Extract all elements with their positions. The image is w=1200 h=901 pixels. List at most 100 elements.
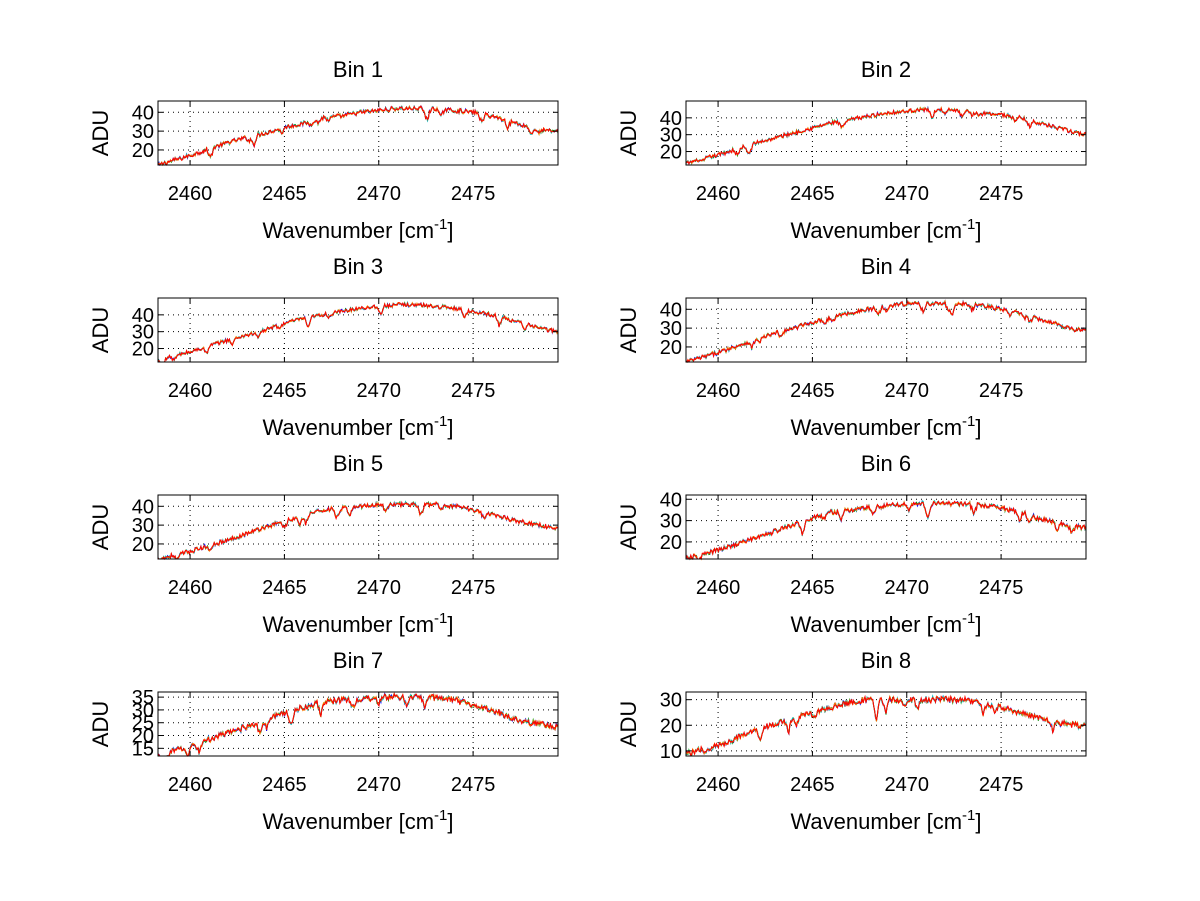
y-axis-label: ADU [616, 110, 641, 156]
y-tick-label: 30 [132, 121, 154, 143]
y-tick-label: 20 [660, 532, 682, 554]
x-tick-label: 2460 [696, 577, 741, 599]
series-line-5 [157, 301, 559, 363]
x-tick-label: 2465 [262, 577, 307, 599]
series-line-4 [685, 500, 1087, 561]
y-tick-label: 40 [660, 108, 682, 130]
y-tick-label: 40 [132, 102, 154, 124]
x-tick-label: 2475 [979, 183, 1024, 205]
x-tick-label: 2470 [357, 774, 402, 796]
y-tick-label: 40 [660, 489, 682, 511]
series-line-4 [685, 105, 1087, 165]
series-line-5 [157, 500, 559, 561]
x-tick-label: 2470 [885, 577, 930, 599]
x-tick-label: 2465 [790, 577, 835, 599]
y-tick-label: 40 [660, 299, 682, 321]
subplot-title: Bin 2 [861, 57, 911, 82]
x-axis-label: Wavenumber [cm-1] [790, 807, 981, 834]
x-tick-label: 2470 [885, 774, 930, 796]
series-line-2 [157, 301, 559, 363]
y-tick-label: 10 [660, 741, 682, 763]
y-axis-label: ADU [88, 307, 113, 353]
series-line-1 [685, 105, 1087, 165]
y-tick-label: 30 [132, 515, 154, 537]
y-tick-label: 20 [132, 726, 154, 748]
y-tick-label: 30 [660, 690, 682, 712]
axes-frame [685, 494, 1087, 560]
x-tick-label: 2465 [262, 380, 307, 402]
series-line-2 [157, 105, 559, 166]
axes-frame [685, 100, 1087, 166]
x-tick-label: 2460 [168, 183, 213, 205]
y-tick-label: 20 [660, 337, 682, 359]
series-line-3 [157, 500, 558, 561]
x-tick-label: 2475 [979, 577, 1024, 599]
y-tick-label: 20 [132, 140, 154, 162]
x-tick-label: 2460 [168, 380, 213, 402]
series-line-1 [157, 301, 559, 363]
series-line-5 [157, 104, 559, 166]
y-axis-label: ADU [616, 307, 641, 353]
x-tick-label: 2470 [885, 380, 930, 402]
subplot-title: Bin 3 [333, 254, 383, 279]
y-tick-label: 40 [132, 305, 154, 327]
x-tick-label: 2475 [451, 183, 496, 205]
y-axis-label: ADU [616, 504, 641, 550]
y-axis-label: ADU [88, 504, 113, 550]
series-line-1 [685, 500, 1087, 561]
series-line-4 [157, 301, 559, 363]
series-line-3 [157, 300, 559, 363]
axes-frame [157, 297, 559, 363]
axes-frame [685, 297, 1087, 363]
series-line-4 [157, 105, 559, 167]
x-tick-label: 2470 [357, 183, 402, 205]
x-tick-label: 2470 [885, 183, 930, 205]
x-tick-label: 2475 [979, 774, 1024, 796]
subplot-title: Bin 7 [333, 648, 383, 673]
y-axis-label: ADU [88, 110, 113, 156]
series-line-2 [685, 500, 1087, 561]
series-line-5 [157, 692, 559, 757]
x-tick-label: 2465 [790, 183, 835, 205]
x-tick-label: 2475 [451, 774, 496, 796]
axes-frame [685, 691, 1087, 757]
x-tick-label: 2460 [168, 577, 213, 599]
axes-frame [157, 100, 559, 166]
series-line-3 [157, 104, 559, 166]
axes-frame [157, 494, 559, 560]
y-tick-label: 30 [132, 322, 154, 344]
series-line-2 [157, 500, 558, 560]
y-tick-label: 30 [132, 700, 154, 722]
y-tick-label: 40 [132, 496, 154, 518]
x-tick-label: 2475 [979, 380, 1024, 402]
axes-frame [157, 691, 559, 757]
y-tick-label: 30 [660, 511, 682, 533]
series-line-1 [157, 104, 559, 167]
subplot-title: Bin 4 [861, 254, 911, 279]
series-line-3 [157, 692, 559, 757]
x-tick-label: 2465 [262, 774, 307, 796]
y-tick-label: 15 [132, 738, 154, 760]
x-tick-label: 2465 [790, 774, 835, 796]
y-tick-label: 20 [132, 339, 154, 361]
series-line-2 [685, 694, 1087, 757]
x-tick-label: 2460 [696, 183, 741, 205]
y-tick-label: 25 [132, 713, 154, 735]
series-line-5 [685, 299, 1087, 364]
subplot-title: Bin 5 [333, 451, 383, 476]
series-line-2 [685, 106, 1087, 165]
series-line-3 [685, 499, 1087, 561]
y-tick-label: 30 [660, 125, 682, 147]
y-tick-label: 20 [132, 534, 154, 556]
subplot-title: Bin 1 [333, 57, 383, 82]
x-tick-label: 2475 [451, 577, 496, 599]
subplot-title: Bin 8 [861, 648, 911, 673]
x-axis-label: Wavenumber [cm-1] [262, 807, 453, 834]
x-axis-label: Wavenumber [cm-1] [262, 610, 453, 637]
x-axis-label: Wavenumber [cm-1] [790, 216, 981, 243]
